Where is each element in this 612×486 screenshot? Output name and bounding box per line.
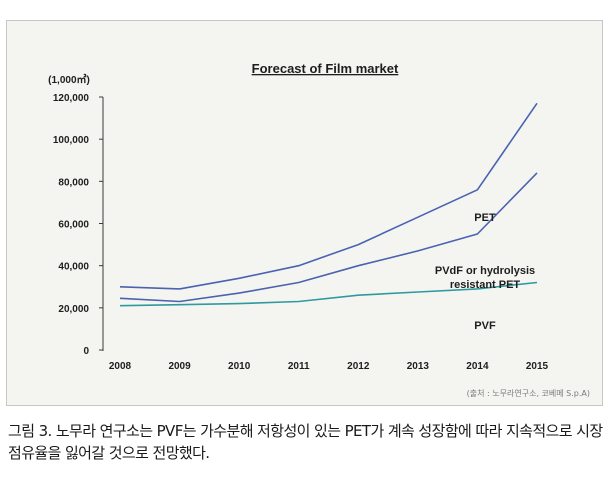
- x-tick-label: 2008: [109, 361, 132, 372]
- y-axis-unit: (1,000㎡): [48, 73, 90, 86]
- x-tick-label: 2015: [526, 361, 549, 372]
- series-line-pvf: [119, 281, 538, 307]
- x-tick-label: 2009: [168, 361, 191, 372]
- y-tick-label: 40,000: [58, 262, 89, 273]
- x-tick-label: 2013: [407, 361, 430, 372]
- x-tick-label: 2014: [466, 361, 489, 372]
- y-tick-label: 80,000: [58, 177, 89, 188]
- y-axis-ticks: 0 20,000 40,000 60,000 80,000 100,000 120,000: [53, 93, 103, 357]
- series-label-pet: PET: [474, 212, 496, 224]
- series-lines: [119, 102, 538, 307]
- series-line-pvdf: [119, 172, 538, 303]
- x-tick-label: 2012: [347, 361, 370, 372]
- y-tick-label: 0: [83, 346, 89, 357]
- y-tick-label: 100,000: [53, 135, 90, 146]
- x-tick-label: 2011: [288, 361, 310, 372]
- chart-title: Forecast of Film market: [252, 61, 399, 76]
- series-label-pvdf-line1: PVdF or hydrolysis: [435, 265, 535, 277]
- x-tick-label: 2010: [228, 361, 251, 372]
- chart-frame: Forecast of Film market (1,000㎡) 0 20,000…: [6, 20, 603, 406]
- y-tick-label: 120,000: [53, 93, 90, 104]
- source-note: (출처 : 노무라연구소, 코베메 S.p.A): [466, 389, 590, 398]
- chart-svg: Forecast of Film market (1,000㎡) 0 20,000…: [48, 61, 549, 372]
- series-label-pvf: PVF: [474, 320, 496, 332]
- series-label-pvdf-line2: resistant PET: [450, 279, 521, 291]
- x-axis-ticks: 2008 2009 2010 2011 2012 2013 2014 2015: [109, 361, 549, 372]
- y-tick-label: 60,000: [58, 220, 89, 231]
- series-line-pet: [119, 102, 538, 290]
- y-tick-label: 20,000: [58, 304, 89, 315]
- figure-caption: 그림 3. 노무라 연구소는 PVF는 가수분해 저항성이 있는 PET가 계속…: [8, 422, 603, 462]
